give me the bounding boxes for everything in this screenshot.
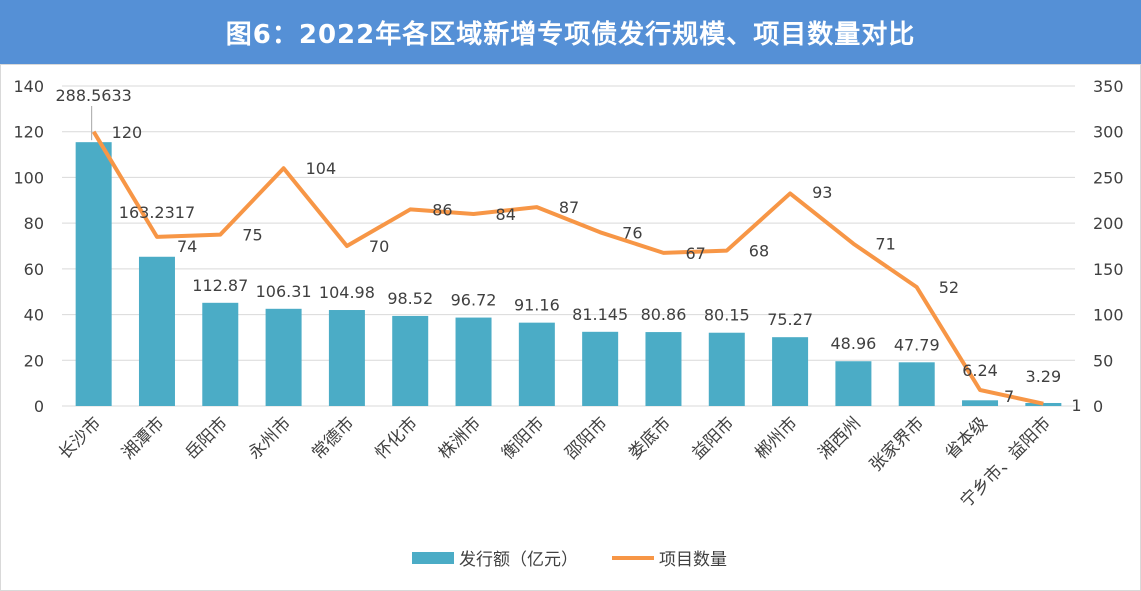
x-axis-label: 永州市 [245,413,295,463]
bar-data-label: 47.79 [894,335,940,354]
line-data-label: 93 [812,183,832,202]
line-data-label: 87 [559,198,579,217]
bar-data-label: 98.52 [387,289,433,308]
line-data-label: 120 [112,123,143,142]
bar-data-label: 6.24 [962,361,998,380]
bar-data-label: 91.16 [514,296,560,315]
x-axis-label: 怀化市 [372,413,422,463]
x-axis-label: 省本级 [941,413,991,463]
left-axis-tick: 120 [13,123,44,142]
bar [772,337,809,406]
bar [202,302,239,406]
x-axis-label: 益阳市 [688,413,738,463]
bar-data-label: 163.2317 [119,203,195,222]
line-data-label: 104 [306,159,337,178]
bar [328,310,365,406]
x-axis-label: 邵阳市 [561,413,611,463]
bar-data-label: 80.15 [704,306,750,325]
x-axis-label: 张家界市 [866,413,928,475]
bar [962,400,999,406]
bar [582,331,619,406]
chart-title: 图6：2022年各区域新增专项债发行规模、项目数量对比 [0,0,1141,64]
bar-data-label: 112.87 [192,276,248,295]
bar [265,308,302,406]
line-data-label: 75 [242,226,262,245]
line-data-label: 84 [496,205,516,224]
legend-line-label: 项目数量 [659,550,727,570]
x-axis-label: 郴州市 [751,413,801,463]
x-axis-label: 株洲市 [435,413,485,463]
bar [708,332,745,406]
right-axis-tick: 150 [1093,260,1124,279]
right-axis-tick: 50 [1093,351,1113,370]
right-axis-tick: 200 [1093,214,1124,233]
line-data-label: 1 [1071,396,1081,415]
left-axis-tick: 100 [13,168,44,187]
bar [138,256,175,406]
x-axis-label: 长沙市 [55,413,105,463]
right-axis-tick: 0 [1093,397,1103,416]
line-data-label: 71 [875,235,895,254]
bar-data-label: 75.27 [767,310,813,329]
bar-data-label: 96.72 [451,291,497,310]
bar [75,142,112,406]
left-axis-tick: 140 [13,77,44,96]
legend-bar-label: 发行额（亿元） [459,550,578,570]
x-axis-label: 娄底市 [625,413,675,463]
bar [455,317,492,406]
line-data-label: 67 [685,244,705,263]
bar-data-label: 104.98 [319,283,375,302]
right-axis-tick: 100 [1093,306,1124,325]
right-axis-tick: 300 [1093,123,1124,142]
line-data-label: 70 [369,237,389,256]
left-axis-tick: 80 [24,214,44,233]
bar-data-label: 48.96 [831,334,877,353]
bar-data-label: 80.86 [641,305,687,324]
right-axis-tick: 350 [1093,77,1124,96]
left-axis-tick: 20 [24,351,44,370]
x-axis-label: 常德市 [308,413,358,463]
bar-data-label: 288.5633 [55,86,131,105]
bar [392,315,429,406]
line-data-label: 74 [177,237,197,256]
line-data-label: 76 [622,223,642,242]
legend-bar-swatch [412,552,454,564]
line-data-label: 68 [749,242,769,261]
bar [835,361,872,406]
line-data-label: 52 [939,278,959,297]
right-axis-tick: 250 [1093,168,1124,187]
x-axis-label: 岳阳市 [182,413,232,463]
line-series [91,130,1044,406]
bar-data-label: 81.145 [572,305,628,324]
left-axis-tick: 40 [24,306,44,325]
bar [645,332,682,406]
x-axis-label: 衡阳市 [498,413,548,463]
bar [518,322,555,406]
bar-data-label: 106.31 [256,282,312,301]
bar-data-label: 3.29 [1026,367,1062,386]
left-axis-tick: 60 [24,260,44,279]
x-axis-label: 湘西州 [815,413,865,463]
bar [898,362,935,406]
x-axis-label: 湘潭市 [118,413,168,463]
bar [1025,402,1062,406]
line-data-label: 86 [432,200,452,219]
left-axis-tick: 0 [34,397,44,416]
line-data-label: 7 [1004,387,1014,406]
